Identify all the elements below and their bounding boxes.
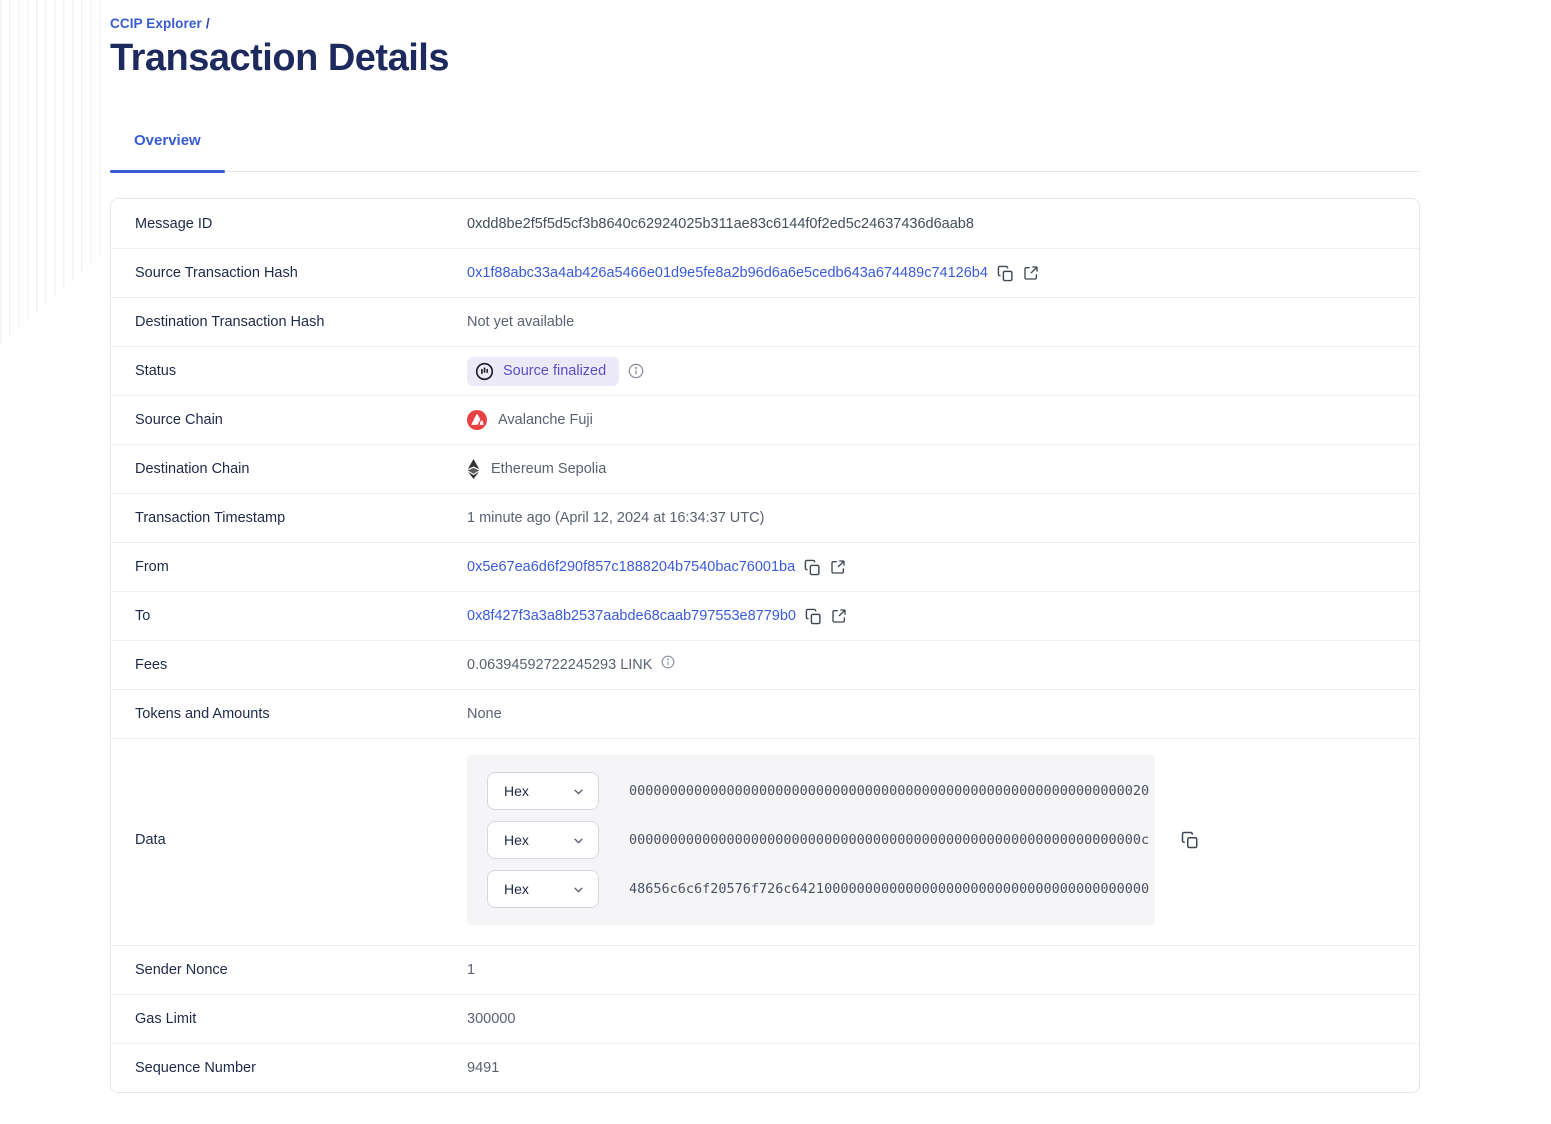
gas-limit-value: 300000 [467,1011,516,1027]
gas-limit-label: Gas Limit [135,1011,197,1027]
message-id-value: 0xdd8be2f5f5d5cf3b8640c62924025b311ae83c… [467,215,974,232]
source-tx-hash-label: Source Transaction Hash [135,265,298,281]
row-sequence-number: Sequence Number 9491 [111,1043,1419,1092]
row-status: Status Source finalized [111,346,1419,395]
transaction-details-card: Message ID 0xdd8be2f5f5d5cf3b8640c629240… [110,198,1420,1093]
external-link-icon[interactable] [831,608,847,624]
row-from: From 0x5e67ea6d6f290f857c1888204b7540bac… [111,542,1419,591]
data-line: Hex 000000000000000000000000000000000000… [487,821,1149,859]
from-address-link[interactable]: 0x5e67ea6d6f290f857c1888204b7540bac76001… [467,559,796,575]
sender-nonce-value: 1 [467,962,476,978]
breadcrumb: CCIP Explorer / [110,16,1420,31]
fees-label: Fees [135,657,168,673]
sequence-number-value: 9491 [467,1060,500,1076]
data-label: Data [135,832,166,848]
row-source-transaction-hash: Source Transaction Hash 0x1f88abc33a4ab4… [111,248,1419,297]
row-data: Data Hex 0000000000000000000000000000000… [111,738,1419,945]
copy-icon[interactable] [1181,831,1199,849]
copy-icon[interactable] [997,265,1014,282]
row-destination-transaction-hash: Destination Transaction Hash Not yet ava… [111,297,1419,346]
encoding-select[interactable]: Hex [487,821,599,859]
info-icon[interactable] [628,363,644,379]
row-source-chain: Source Chain Avalanche Fuji [111,395,1419,444]
external-link-icon[interactable] [830,559,846,575]
row-sender-nonce: Sender Nonce 1 [111,945,1419,994]
source-chain-value: Avalanche Fuji [467,410,593,430]
data-hex-line-1: 0000000000000000000000000000000000000000… [629,783,1150,799]
breadcrumb-link-ccip-explorer[interactable]: CCIP Explorer [110,16,202,31]
sender-nonce-label: Sender Nonce [135,962,228,978]
row-destination-chain: Destination Chain Ethereum Sepolia [111,444,1419,493]
row-message-id: Message ID 0xdd8be2f5f5d5cf3b8640c629240… [111,199,1419,248]
external-link-icon[interactable] [1023,265,1039,281]
encoding-select[interactable]: Hex [487,772,599,810]
chevron-down-icon [572,883,585,896]
encoding-select-value: Hex [504,832,529,848]
source-chain-label: Source Chain [135,412,223,428]
progress-circle-icon [475,362,494,381]
data-hex-line-2: 0000000000000000000000000000000000000000… [629,832,1150,848]
page-title: Transaction Details [110,37,449,79]
data-line: Hex 000000000000000000000000000000000000… [487,772,1149,810]
to-address-link[interactable]: 0x8f427f3a3a8b2537aabde68caab797553e8779… [467,608,796,624]
tab-bar: Overview [110,122,1420,173]
data-hex-line-3: 48656c6c6f20576f726c64210000000000000000… [629,881,1150,897]
copy-icon[interactable] [804,559,821,576]
copy-icon[interactable] [805,608,822,625]
source-tx-hash-link[interactable]: 0x1f88abc33a4ab426a5466e01d9e5fe8a2b96d6… [467,265,988,281]
data-line: Hex 48656c6c6f20576f726c6421000000000000… [487,870,1149,908]
status-label: Status [135,363,177,379]
fees-value: 0.06394592722245293 LINK [467,657,653,673]
timestamp-value: 1 minute ago (April 12, 2024 at 16:34:37… [467,510,765,526]
from-label: From [135,559,169,575]
message-id-label: Message ID [135,215,213,232]
tokens-value: None [467,706,502,722]
timestamp-label: Transaction Timestamp [135,510,286,526]
encoding-select[interactable]: Hex [487,870,599,908]
dest-tx-hash-label: Destination Transaction Hash [135,314,325,330]
dest-chain-value: Ethereum Sepolia [467,459,606,479]
to-label: To [135,608,151,624]
dest-chain-name: Ethereum Sepolia [491,461,607,477]
status-badge-text: Source finalized [503,363,607,379]
row-to: To 0x8f427f3a3a8b2537aabde68caab797553e8… [111,591,1419,640]
source-chain-name: Avalanche Fuji [498,412,593,428]
encoding-select-value: Hex [504,783,529,799]
dest-tx-hash-value: Not yet available [467,314,575,330]
chevron-down-icon [572,785,585,798]
tokens-label: Tokens and Amounts [135,706,270,722]
row-fees: Fees 0.06394592722245293 LINK [111,640,1419,689]
dest-chain-label: Destination Chain [135,461,250,477]
avalanche-icon [467,410,487,430]
tab-overview[interactable]: Overview [110,122,225,173]
info-icon[interactable] [661,655,675,669]
row-transaction-timestamp: Transaction Timestamp 1 minute ago (Apri… [111,493,1419,542]
ethereum-icon [467,459,480,479]
status-badge: Source finalized [467,356,620,386]
sequence-number-label: Sequence Number [135,1060,256,1076]
row-tokens-and-amounts: Tokens and Amounts None [111,689,1419,738]
encoding-select-value: Hex [504,881,529,897]
data-hex-box: Hex 000000000000000000000000000000000000… [467,755,1155,925]
row-gas-limit: Gas Limit 300000 [111,994,1419,1043]
breadcrumb-separator: / [205,16,210,31]
chevron-down-icon [572,834,585,847]
main-content: CCIP Explorer / Transaction Details Overv… [110,16,1420,1093]
